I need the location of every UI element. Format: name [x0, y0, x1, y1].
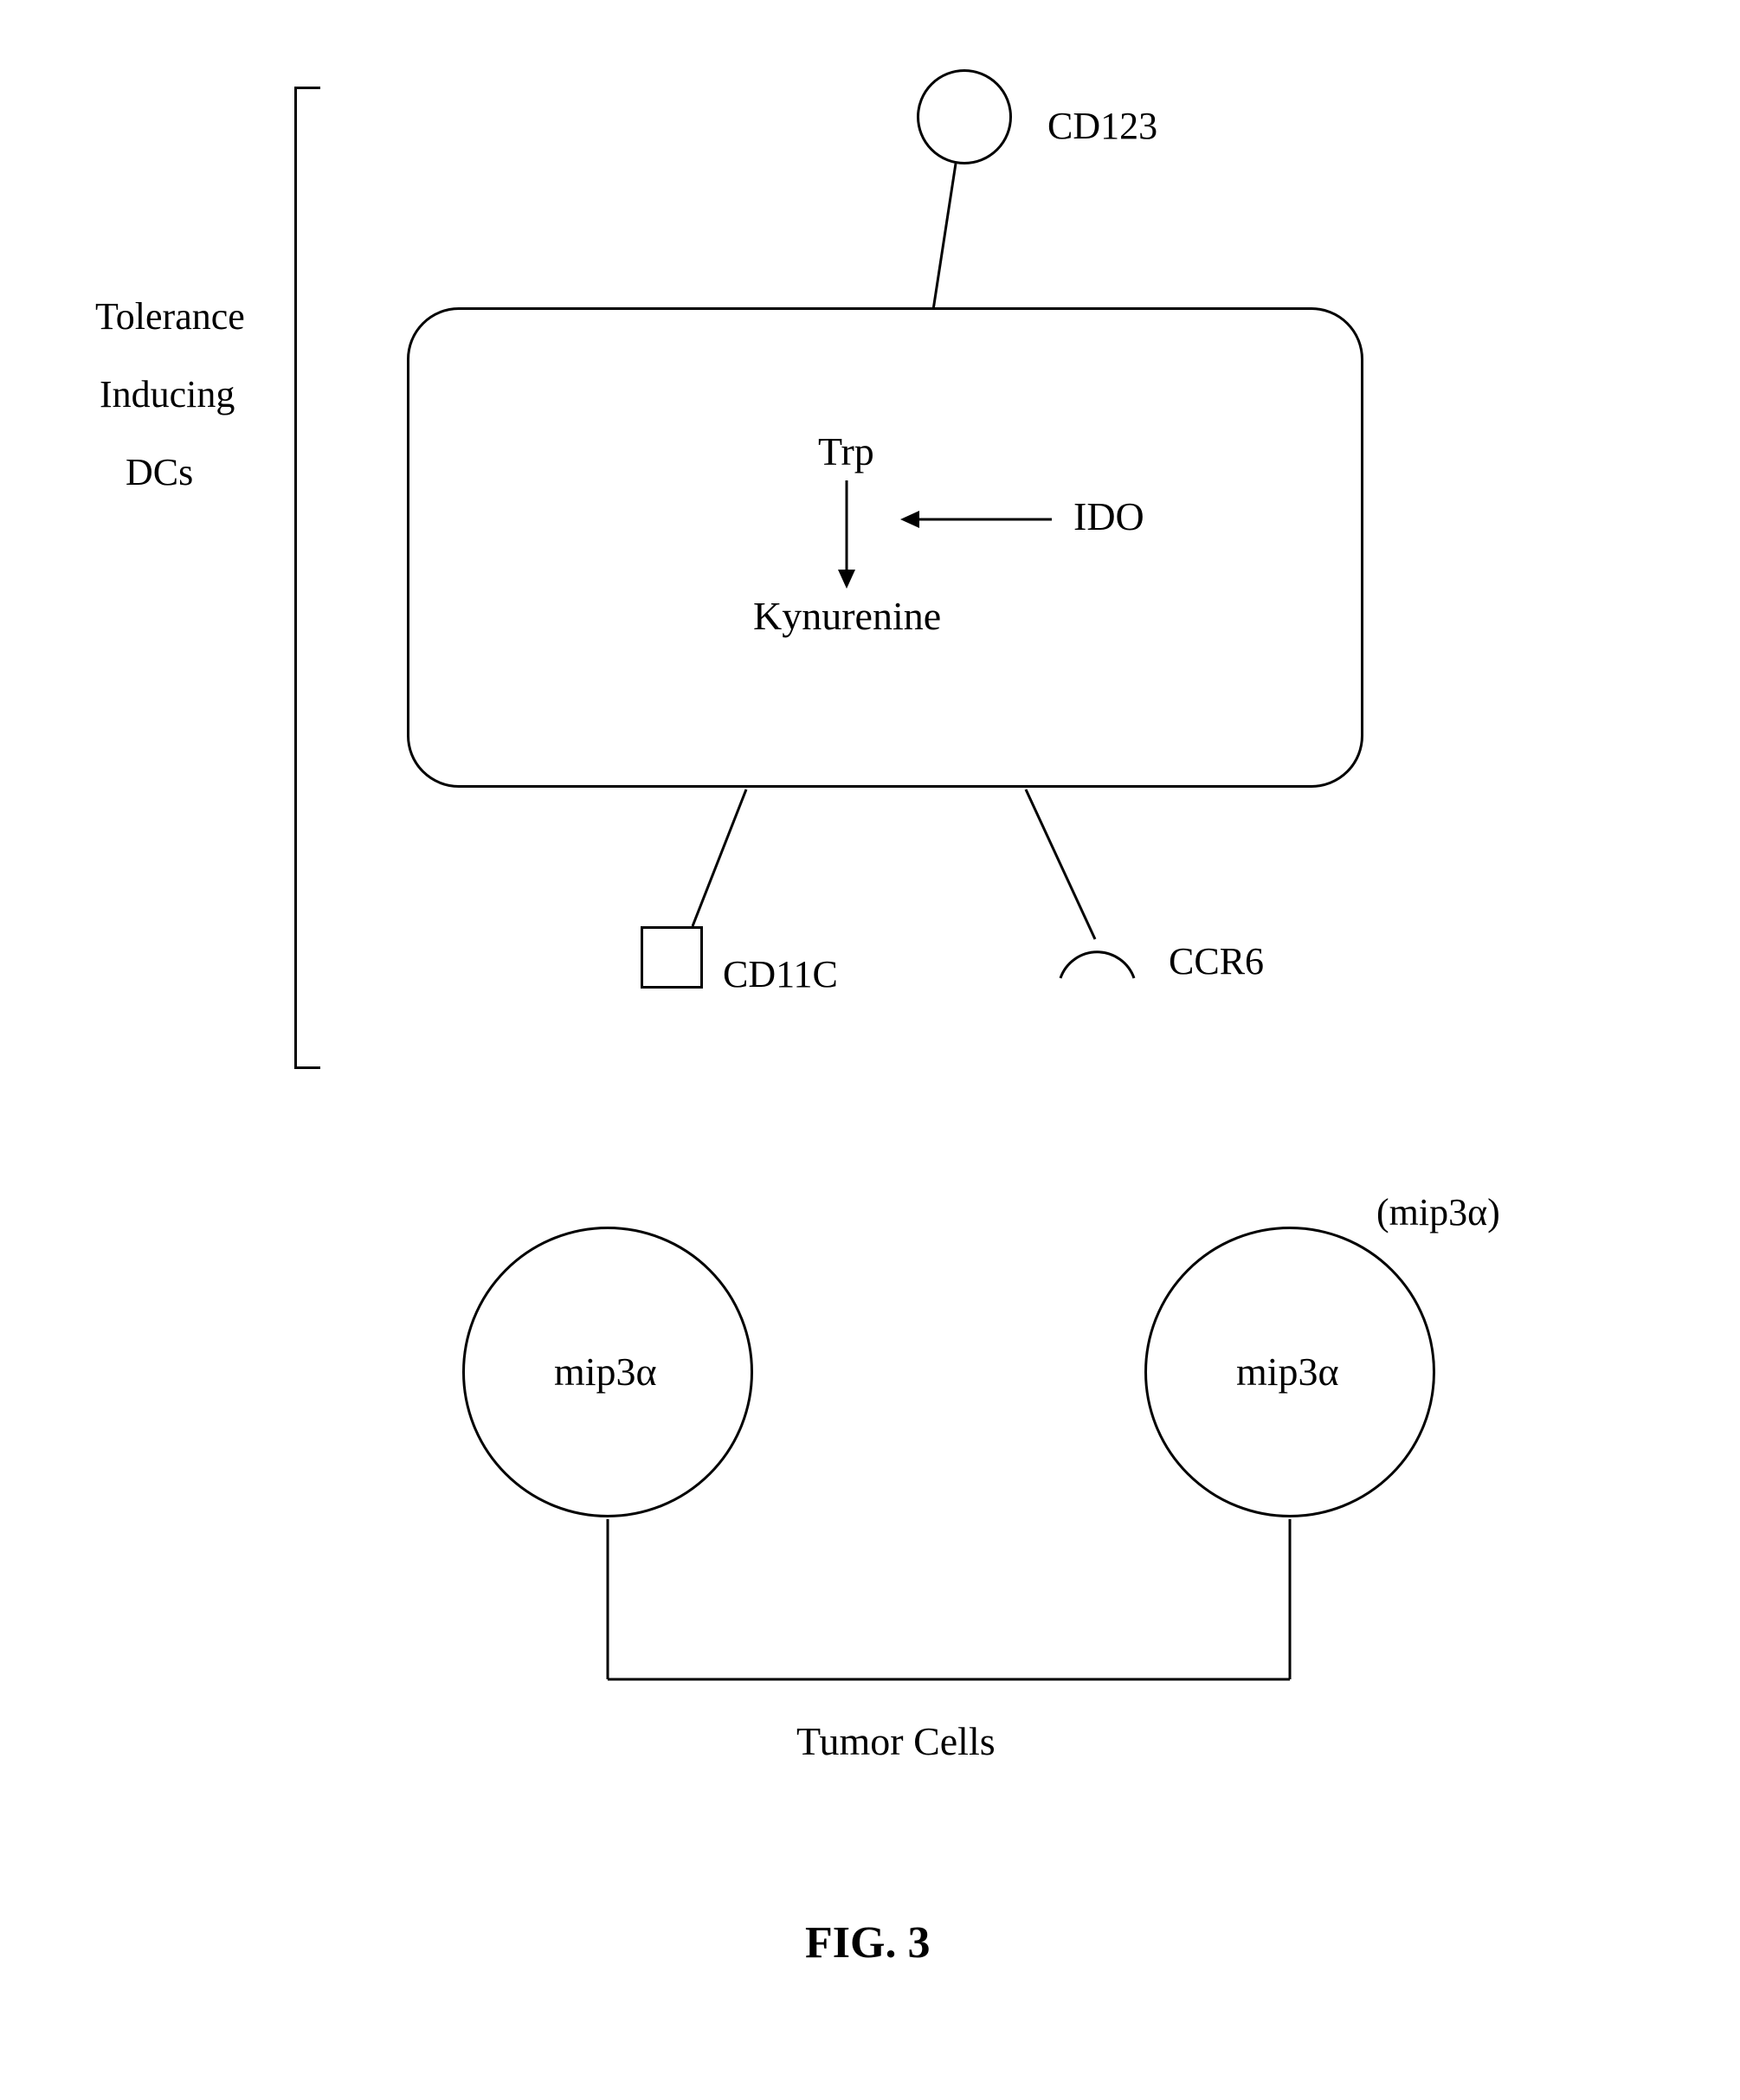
tumor-cell-1-label: mip3α: [554, 1349, 657, 1395]
cd11c-square: [641, 926, 703, 989]
diagram-container: Tolerance Inducing DCs CD123 Trp Kynuren…: [0, 0, 1740, 2100]
ccr6-label: CCR6: [1169, 939, 1264, 983]
cd11c-label: CD11C: [723, 952, 838, 996]
cd123-label: CD123: [1047, 104, 1157, 148]
bracket-label-line3: DCs: [126, 450, 193, 494]
kynurenine-label: Kynurenine: [753, 593, 941, 639]
bracket-label-line1: Tolerance: [95, 294, 245, 338]
dc-cell: [407, 307, 1363, 788]
trp-label: Trp: [818, 428, 874, 474]
mip3a-paren-label: (mip3α): [1376, 1190, 1500, 1234]
bracket: [294, 87, 320, 1069]
figure-label: FIG. 3: [805, 1917, 930, 1968]
cd123-circle: [917, 69, 1012, 164]
tumor-cells-label: Tumor Cells: [796, 1718, 996, 1764]
tumor-cell-2-label: mip3α: [1236, 1349, 1339, 1395]
bracket-label-line2: Inducing: [100, 372, 235, 416]
ido-label: IDO: [1073, 493, 1144, 539]
